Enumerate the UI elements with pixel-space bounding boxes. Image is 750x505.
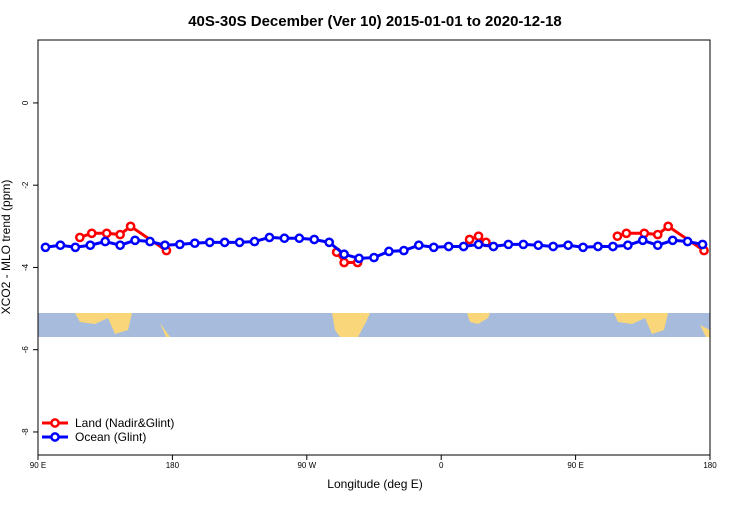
- point: [473, 231, 484, 242]
- point: [621, 228, 632, 239]
- chart-title: 40S-30S December (Ver 10) 2015-01-01 to …: [188, 13, 562, 30]
- point: [249, 236, 260, 247]
- point: [55, 240, 66, 251]
- point: [264, 232, 275, 243]
- point: [189, 238, 200, 249]
- point: [384, 246, 394, 257]
- point: [473, 239, 484, 250]
- point: [160, 240, 170, 251]
- point: [533, 240, 544, 251]
- y-axis-label: XCO2 - MLO trend (ppm): [0, 180, 13, 315]
- point: [74, 232, 85, 243]
- x-axis-label: Longitude (deg E): [327, 477, 422, 491]
- legend-label: Ocean (Glint): [75, 430, 146, 444]
- x-tick-label: 180: [703, 461, 717, 470]
- point: [578, 242, 588, 253]
- point: [234, 237, 245, 248]
- point: [518, 239, 529, 250]
- point: [85, 240, 96, 251]
- point: [339, 249, 349, 260]
- point: [219, 237, 230, 248]
- map-strip: [38, 313, 710, 337]
- point: [101, 228, 112, 239]
- y-tick-label: -8: [21, 428, 30, 436]
- point: [593, 241, 603, 252]
- point: [279, 233, 290, 244]
- point: [443, 241, 454, 252]
- point: [100, 236, 111, 247]
- point: [612, 231, 623, 242]
- point: [125, 221, 136, 232]
- point: [428, 242, 439, 253]
- legend-label: Land (Nadir&Glint): [75, 416, 174, 430]
- x-tick-label: 0: [439, 461, 444, 470]
- point: [488, 241, 499, 252]
- legend-marker: [50, 418, 60, 428]
- point: [204, 237, 215, 248]
- y-tick-label: -2: [21, 181, 30, 189]
- x-tick-label: 90 E: [30, 461, 46, 470]
- point: [40, 242, 51, 253]
- point: [324, 237, 335, 248]
- x-tick-label: 90 W: [297, 461, 316, 470]
- point: [548, 241, 559, 252]
- point: [175, 239, 185, 250]
- point: [145, 236, 155, 247]
- point: [354, 253, 364, 264]
- plot-frame: [37, 39, 711, 456]
- point: [652, 240, 663, 251]
- legend-marker: [50, 432, 60, 442]
- point: [667, 235, 678, 246]
- point: [697, 239, 708, 250]
- point: [130, 235, 140, 246]
- y-tick-label: -4: [21, 263, 30, 271]
- point: [115, 240, 125, 251]
- point: [663, 221, 674, 232]
- point: [608, 241, 618, 252]
- point: [623, 240, 633, 251]
- y-tick-label: -6: [21, 346, 30, 354]
- point: [70, 242, 81, 253]
- point: [413, 240, 424, 251]
- point: [86, 228, 97, 239]
- point: [115, 229, 125, 240]
- point: [637, 235, 648, 246]
- x-tick-label: 90 E: [567, 461, 583, 470]
- point: [464, 234, 475, 245]
- x-tick-label: 180: [166, 461, 180, 470]
- point: [294, 233, 305, 244]
- point: [399, 245, 409, 256]
- point: [458, 241, 469, 252]
- point: [503, 239, 514, 250]
- point: [339, 257, 349, 268]
- y-tick-label: 0: [21, 100, 30, 105]
- point: [682, 236, 693, 247]
- point: [652, 229, 663, 240]
- point: [563, 240, 573, 251]
- point: [369, 252, 379, 263]
- point: [309, 234, 320, 245]
